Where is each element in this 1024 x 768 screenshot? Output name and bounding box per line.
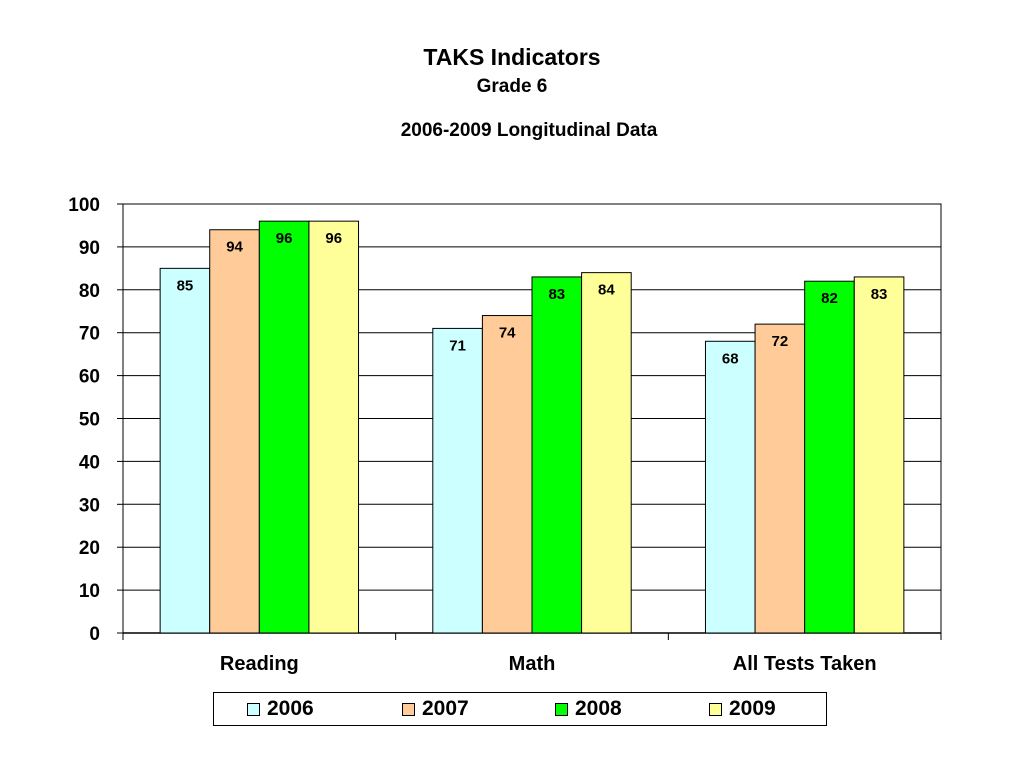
y-tick-label-50: 50 (79, 410, 100, 431)
bar-2006-0 (159, 267, 211, 634)
legend: 2006 2007 2008 2009 (213, 692, 827, 726)
y-tick-label-10: 10 (79, 581, 100, 602)
bar-2008-2 (804, 280, 855, 634)
bar-2007-0 (209, 229, 260, 634)
y-tick-label-100: 100 (68, 195, 100, 216)
x-tick-label-1: Math (509, 653, 556, 675)
bar-2009-2 (853, 276, 905, 634)
chart-subtitle-period: 2006-2009 Longitudinal Data (400, 120, 658, 141)
data-label-2007-1: 74 (499, 325, 516, 342)
y-tick-label-90: 90 (79, 238, 100, 259)
y-tick-label-0: 0 (89, 624, 100, 645)
legend-label-2008: 2008 (575, 697, 622, 720)
bar-2009-0 (308, 220, 360, 634)
bar-2006-1 (432, 327, 483, 634)
y-tick-label-40: 40 (79, 452, 100, 473)
data-label-2007-0: 94 (226, 239, 243, 256)
bar-2009-1 (581, 272, 632, 634)
y-tick-label-60: 60 (79, 367, 100, 388)
y-tick-label-20: 20 (79, 538, 100, 559)
bar-2006-2 (704, 340, 756, 634)
legend-swatch-2007 (402, 702, 415, 716)
data-label-2009-0: 96 (325, 230, 342, 247)
legend-label-2006: 2006 (267, 697, 314, 720)
x-tick-label-0: Reading (220, 653, 299, 675)
legend-item-2007: 2007 (402, 693, 469, 725)
data-label-2009-2: 83 (871, 286, 888, 303)
legend-item-2008: 2008 (555, 693, 622, 725)
chart-title: TAKS Indicators (423, 44, 601, 70)
y-tick-label-30: 30 (79, 495, 100, 516)
y-tick-label-80: 80 (79, 281, 100, 302)
bar-2008-1 (531, 276, 583, 634)
legend-item-2009: 2009 (709, 693, 776, 725)
legend-swatch-2009 (709, 702, 722, 716)
data-label-2008-2: 82 (821, 290, 838, 307)
bar-2007-1 (481, 315, 533, 634)
legend-swatch-2006 (247, 702, 260, 716)
legend-item-2006: 2006 (247, 693, 314, 725)
data-label-2008-0: 96 (276, 230, 293, 247)
data-label-2006-2: 68 (722, 350, 739, 367)
data-label-2007-2: 72 (772, 333, 789, 350)
chart-subtitle: Grade 6 (476, 76, 548, 97)
legend-label-2009: 2009 (729, 697, 776, 720)
legend-swatch-2008 (555, 702, 568, 716)
data-label-2009-1: 84 (598, 282, 615, 299)
data-label-2006-0: 85 (177, 277, 194, 294)
bar-2007-2 (754, 323, 806, 634)
y-tick-label-70: 70 (79, 324, 100, 345)
x-tick-label-2: All Tests Taken (733, 653, 877, 675)
legend-label-2007: 2007 (422, 697, 469, 720)
data-label-2008-1: 83 (548, 286, 565, 303)
bar-2008-0 (258, 220, 310, 634)
data-label-2006-1: 71 (449, 337, 466, 354)
